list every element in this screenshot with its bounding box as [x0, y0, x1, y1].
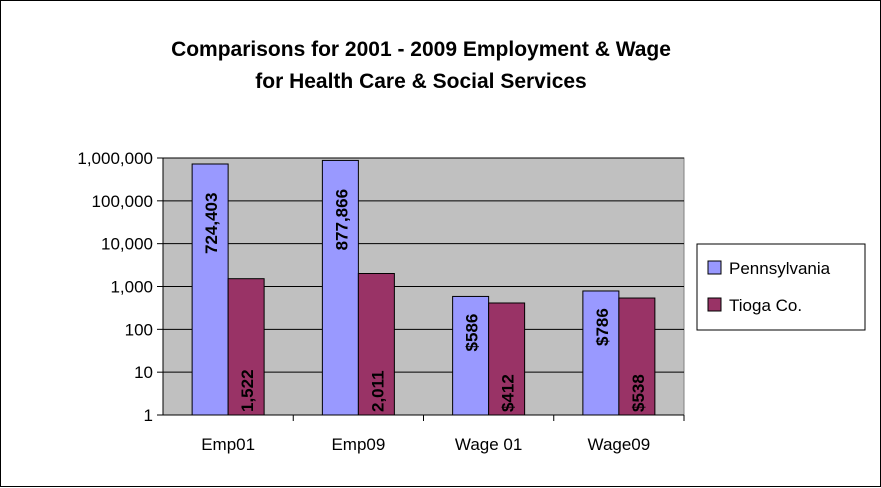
x-tick-label: Emp01 — [201, 435, 255, 454]
data-labels: 724,403 1,522 877,866 2,011 $586 $412 $786 $538 — [202, 189, 648, 412]
legend-label: Pennsylvania — [729, 259, 831, 278]
chart-title: Comparisons for 2001 - 2009 Employment &… — [171, 38, 671, 93]
data-label: $786 — [593, 308, 612, 346]
y-tick-label: 10,000 — [101, 235, 153, 254]
bar-tioga-co-wage01 — [488, 302, 526, 416]
data-label: 1,522 — [238, 369, 257, 412]
legend-swatch — [707, 297, 722, 312]
legend-label: Tioga Co. — [729, 296, 802, 315]
bar-pennsylvania-emp09 — [321, 159, 359, 416]
chart-title-line: Comparisons for 2001 - 2009 Employment &… — [171, 38, 671, 61]
bars — [191, 159, 656, 416]
x-tick-label: Wage 01 — [455, 435, 522, 454]
data-label: 2,011 — [368, 370, 387, 412]
data-label: $538 — [629, 374, 648, 412]
bar-pennsylvania-emp01 — [191, 163, 229, 416]
y-axis-tick-labels: 1 10 100 1,000 10,000 100,000 1,000,000 — [77, 149, 153, 425]
data-label: $586 — [463, 314, 482, 352]
data-label: 724,403 — [202, 193, 221, 254]
legend-swatch — [707, 260, 722, 275]
x-axis-tick-labels: Emp01 Emp09 Wage 01 Wage09 — [201, 435, 650, 454]
y-tick-label: 100,000 — [92, 192, 153, 211]
y-tick-label: 10 — [134, 363, 153, 382]
y-tick-label: 1,000,000 — [77, 149, 153, 168]
x-tick-label: Emp09 — [331, 435, 385, 454]
data-label: $412 — [499, 374, 518, 412]
legend: Pennsylvania Tioga Co. — [696, 243, 866, 331]
axes — [157, 157, 685, 421]
data-label: 877,866 — [332, 189, 351, 250]
y-tick-label: 1 — [144, 406, 153, 425]
y-tick-label: 100 — [125, 320, 153, 339]
bar-tioga-co-emp01 — [227, 278, 265, 416]
chart-title-line: for Health Care & Social Services — [255, 70, 586, 93]
bar-pennsylvania-wage01 — [452, 295, 490, 416]
legend-box — [696, 243, 866, 331]
bar-tioga-co-emp09 — [357, 273, 395, 416]
x-tick-label: Wage09 — [588, 435, 651, 454]
y-tick-label: 1,000 — [110, 278, 153, 297]
